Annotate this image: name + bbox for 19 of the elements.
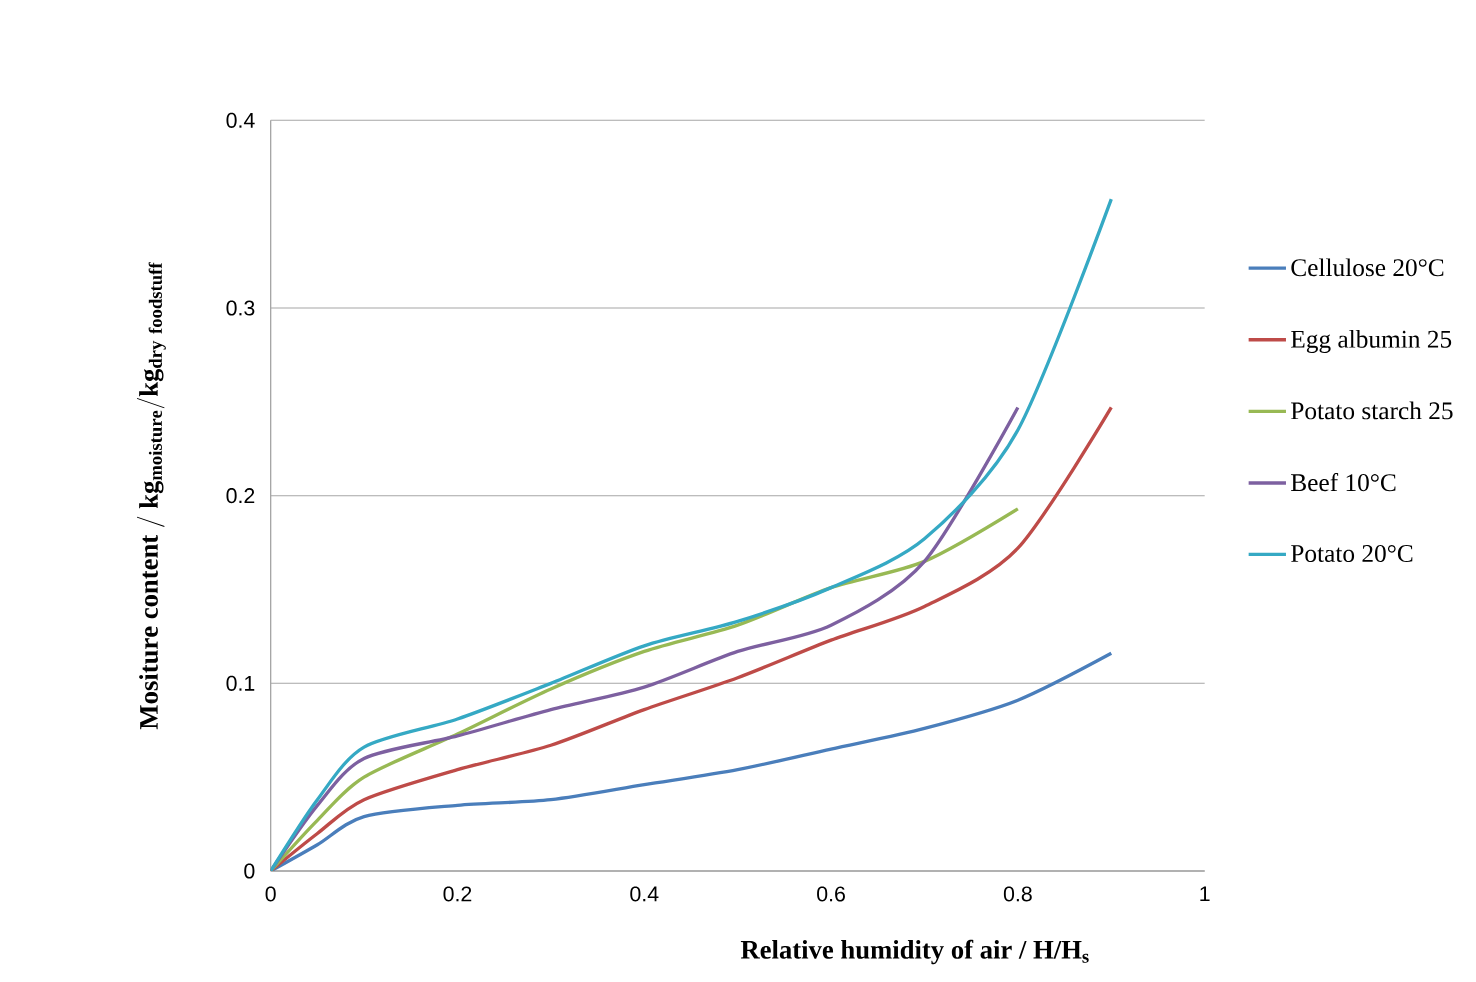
- legend-label: Cellulose 20°C: [1291, 258, 1444, 277]
- y-tick-label: 0: [244, 863, 255, 879]
- y-tick-label: 0.2: [226, 488, 255, 504]
- line-series: [270, 197, 1113, 871]
- x-tick-label: 0.2: [443, 886, 472, 902]
- legend-label: Potato starch 25: [1291, 401, 1453, 420]
- x-tick-label: 0.6: [817, 886, 845, 902]
- y-tick-label: 0.1: [226, 675, 255, 691]
- legend-label: Egg albumin 25: [1291, 329, 1452, 353]
- legend-label: Potato 20°C: [1291, 544, 1413, 563]
- legend-label: Beef 10°C: [1291, 473, 1396, 492]
- x-tick-label: 1: [1200, 886, 1210, 902]
- y-tick-label: 0.4: [226, 112, 255, 128]
- x-tick-label: 0: [265, 886, 276, 902]
- x-tick-label: 0.4: [630, 886, 659, 902]
- y-axis-title: $\mathbf{Mositure\ content\ /\ kg_{moisture}/kg_{dry\ foodstuff}}$: [136, 262, 166, 730]
- x-tick-label: 0.8: [1003, 886, 1032, 902]
- x-axis-title: Relative humidity of air / H/H$_{s}$: [740, 939, 1089, 965]
- y-tick-label: 0.3: [226, 300, 255, 316]
